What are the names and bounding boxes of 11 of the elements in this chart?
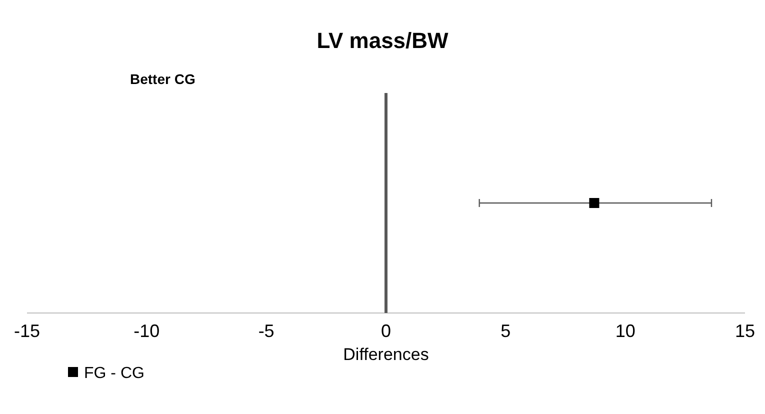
x-tick-label: -15 [14, 321, 40, 341]
x-tick-label: 0 [380, 321, 392, 341]
x-axis-title: Differences [343, 345, 429, 364]
chart-title: LV mass/BW [316, 28, 449, 53]
x-tick-label: 5 [500, 321, 511, 341]
x-tick-label: 15 [734, 321, 756, 341]
x-tick-label: -5 [258, 321, 274, 341]
legend-label: FG - CG [84, 365, 144, 382]
text: Better CG [130, 71, 196, 87]
x-tick-label: -10 [134, 321, 160, 341]
x-tick-label: 10 [615, 321, 636, 341]
